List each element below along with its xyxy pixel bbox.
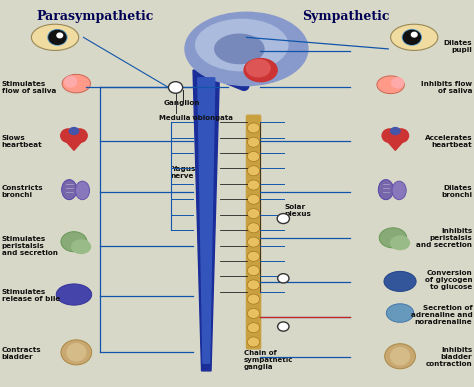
Ellipse shape — [62, 180, 77, 200]
Circle shape — [247, 123, 260, 133]
Ellipse shape — [391, 24, 438, 50]
Ellipse shape — [61, 340, 91, 365]
Text: Yagus
nerve: Yagus nerve — [171, 166, 195, 179]
Circle shape — [411, 33, 417, 37]
Text: Secretion of
adrenaline and
noradrenaline: Secretion of adrenaline and noradrenalin… — [410, 305, 473, 325]
Ellipse shape — [378, 180, 393, 200]
Text: Contracts
bladder: Contracts bladder — [1, 347, 41, 360]
Ellipse shape — [377, 76, 404, 94]
Circle shape — [247, 137, 260, 147]
Text: Conversion
of glycogen
to glucose: Conversion of glycogen to glucose — [425, 270, 473, 290]
Circle shape — [247, 237, 260, 247]
Ellipse shape — [65, 76, 76, 87]
Circle shape — [247, 337, 260, 347]
Text: Parasympathetic: Parasympathetic — [36, 10, 154, 23]
Ellipse shape — [62, 74, 91, 93]
Text: Inhibits
bladder
contraction: Inhibits bladder contraction — [426, 348, 473, 367]
Text: Medulla oblongata: Medulla oblongata — [159, 115, 233, 121]
Ellipse shape — [391, 348, 410, 365]
Circle shape — [49, 31, 66, 44]
Ellipse shape — [215, 34, 264, 63]
Ellipse shape — [244, 58, 277, 82]
Circle shape — [247, 251, 260, 261]
Ellipse shape — [72, 240, 91, 253]
Circle shape — [168, 82, 182, 93]
Polygon shape — [383, 137, 408, 150]
Text: Chain of
sympathetic
ganglia: Chain of sympathetic ganglia — [244, 350, 293, 370]
Text: Inhibits flow
of saliva: Inhibits flow of saliva — [421, 81, 473, 94]
Circle shape — [247, 308, 260, 319]
Ellipse shape — [246, 60, 270, 77]
Ellipse shape — [196, 19, 288, 71]
Ellipse shape — [392, 78, 403, 88]
FancyBboxPatch shape — [246, 115, 261, 349]
Circle shape — [247, 166, 260, 176]
Ellipse shape — [56, 284, 91, 305]
Ellipse shape — [72, 129, 87, 142]
Circle shape — [247, 223, 260, 233]
Text: Accelerates
heartbeat: Accelerates heartbeat — [425, 135, 473, 148]
Ellipse shape — [391, 236, 410, 250]
Ellipse shape — [31, 24, 79, 50]
Text: Solar
plexus: Solar plexus — [284, 204, 311, 217]
Ellipse shape — [402, 30, 421, 45]
Text: Stimulates
flow of saliva: Stimulates flow of saliva — [1, 81, 56, 94]
Text: Dilates
pupil: Dilates pupil — [444, 41, 473, 53]
Ellipse shape — [393, 129, 409, 142]
Text: Dilates
bronchi: Dilates bronchi — [441, 185, 473, 198]
Ellipse shape — [61, 232, 87, 252]
Ellipse shape — [61, 129, 76, 142]
Circle shape — [247, 151, 260, 161]
Ellipse shape — [392, 181, 406, 200]
Ellipse shape — [75, 181, 90, 200]
Circle shape — [247, 265, 260, 276]
Circle shape — [247, 294, 260, 304]
Ellipse shape — [67, 344, 86, 361]
Circle shape — [57, 33, 63, 38]
Ellipse shape — [48, 30, 67, 45]
Text: Ganglion: Ganglion — [164, 100, 200, 106]
Ellipse shape — [384, 271, 416, 291]
Ellipse shape — [69, 128, 79, 135]
Text: Sympathetic: Sympathetic — [302, 10, 390, 23]
Text: Constricts
bronchi: Constricts bronchi — [1, 185, 43, 198]
Text: Slows
heartbeat: Slows heartbeat — [1, 135, 42, 148]
Circle shape — [247, 180, 260, 190]
Circle shape — [247, 280, 260, 290]
Text: Stimulates
release of bile: Stimulates release of bile — [1, 289, 60, 302]
Polygon shape — [193, 70, 219, 371]
Polygon shape — [62, 137, 86, 150]
Circle shape — [278, 274, 289, 283]
Ellipse shape — [385, 344, 415, 369]
Circle shape — [278, 322, 289, 331]
Ellipse shape — [382, 129, 397, 142]
Circle shape — [277, 214, 290, 224]
Circle shape — [247, 323, 260, 333]
Text: Inhibits
peristalsis
and secretion: Inhibits peristalsis and secretion — [416, 228, 473, 248]
Text: Stimulates
peristalsis
and secretion: Stimulates peristalsis and secretion — [1, 236, 58, 255]
Circle shape — [403, 31, 420, 44]
Circle shape — [247, 194, 260, 204]
Ellipse shape — [391, 128, 400, 135]
Ellipse shape — [386, 304, 414, 322]
Circle shape — [247, 209, 260, 219]
Polygon shape — [198, 78, 215, 363]
Ellipse shape — [185, 12, 308, 86]
Ellipse shape — [379, 228, 407, 248]
